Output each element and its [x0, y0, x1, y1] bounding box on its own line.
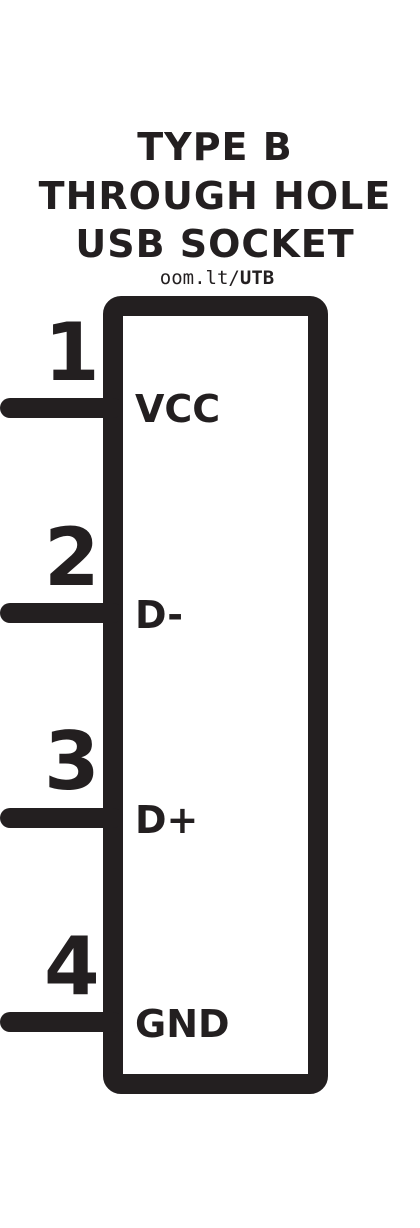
pin-3-number: 3	[44, 715, 100, 808]
pin-4-label: GND	[135, 1002, 230, 1046]
pin-2-label: D-	[135, 593, 184, 637]
pin-2-number: 2	[44, 511, 100, 604]
product-url: oom.lt/UTB	[0, 266, 420, 290]
pin-1-label: VCC	[135, 387, 221, 431]
title-line-2: THROUGH HOLE	[38, 174, 392, 218]
pin-4-number: 4	[44, 920, 100, 1013]
title-line-3: USB SOCKET	[75, 222, 355, 266]
pin-1-number: 1	[44, 306, 100, 399]
url-prefix: oom.lt/	[159, 267, 240, 289]
title-line-1: TYPE B	[137, 125, 293, 169]
pin-3-label: D+	[135, 798, 199, 842]
socket-body	[103, 296, 328, 1094]
url-code: UTB	[239, 267, 275, 289]
